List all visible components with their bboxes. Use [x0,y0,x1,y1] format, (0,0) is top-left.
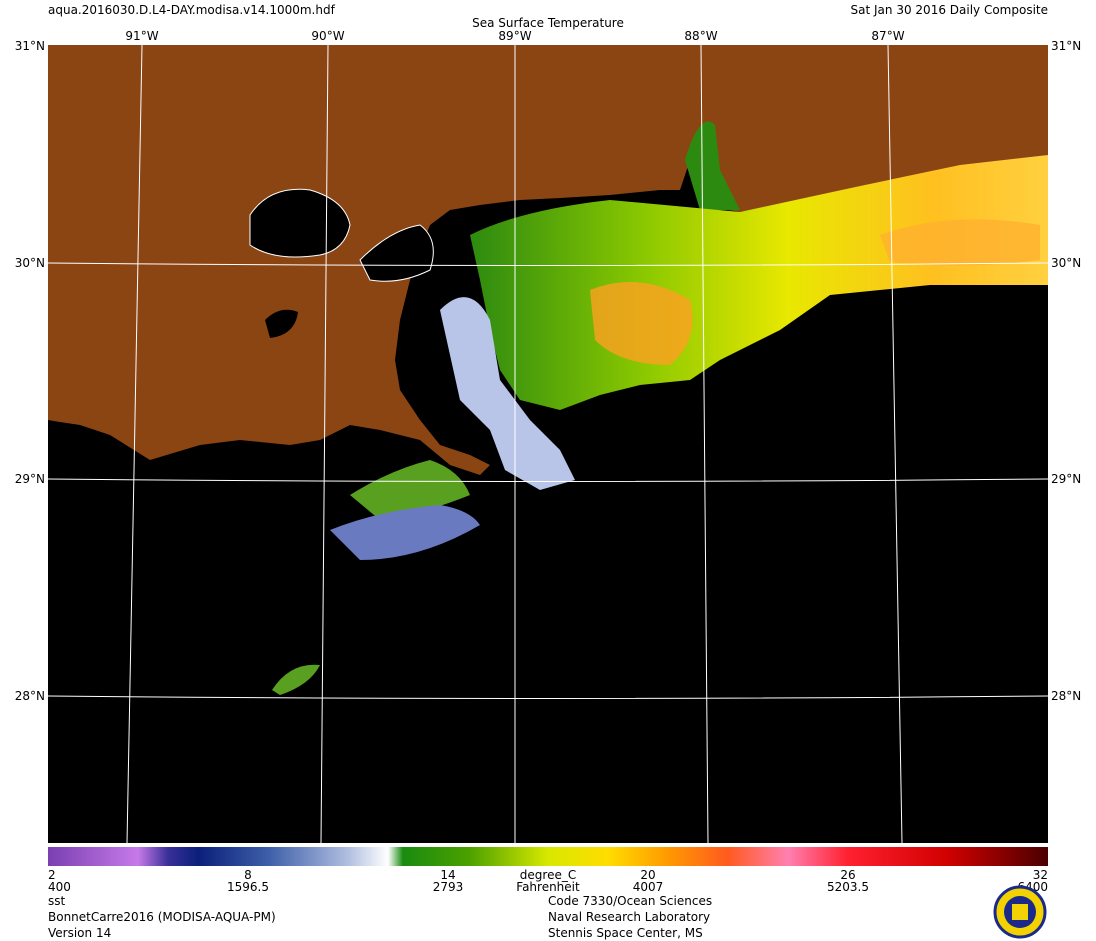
colorbar-tick-label: 2 [48,868,56,882]
colorbar-tick-label: 400 [48,880,71,894]
map-title: Sea Surface Temperature [472,16,624,30]
latitude-line [47,478,1049,482]
latitude-label: 31°N [1051,39,1081,53]
footer-text: Version 14 [48,926,111,940]
date-label: Sat Jan 30 2016 Daily Composite [851,3,1048,17]
nrl-logo [993,885,1047,939]
lake-borgne [359,224,434,282]
longitude-line [126,44,143,844]
longitude-line [700,44,709,844]
latitude-label: 28°N [15,689,45,703]
longitude-label: 89°W [498,29,531,43]
mobile-bay [685,121,740,210]
sst-patch-blue [330,505,480,560]
longitude-label: 91°W [125,29,158,43]
sst-patch-south [272,664,320,695]
colorbar-tick-label: 14 [440,868,455,882]
latitude-label: 29°N [1051,472,1081,486]
longitude-line [320,44,329,844]
colorbar [48,847,1048,866]
colorbar-tick-label: 26 [840,868,855,882]
footer-text: BonnetCarre2016 (MODISA-AQUA-PM) [48,910,276,924]
colorbar-unit: Fahrenheit [516,880,580,894]
colorbar-tick-label: 2793 [433,880,464,894]
longitude-line [887,44,903,844]
longitude-label: 88°W [684,29,717,43]
colorbar-tick-label: 20 [640,868,655,882]
latitude-label: 29°N [15,472,45,486]
footer-text: Code 7330/Ocean Sciences [548,894,712,908]
footer-text: Naval Research Laboratory [548,910,710,924]
longitude-label: 87°W [871,29,904,43]
latitude-label: 30°N [15,256,45,270]
latitude-label: 28°N [1051,689,1081,703]
colorbar-unit: degree_C [520,868,576,882]
longitude-label: 90°W [311,29,344,43]
file-name: aqua.2016030.D.L4-DAY.modisa.v14.1000m.h… [48,3,336,17]
footer-text: sst [48,894,66,908]
latitude-line [47,695,1049,699]
colorbar-tick-label: 8 [244,868,252,882]
lake-small [265,309,298,338]
colorbar-tick-label: 32 [1033,868,1048,882]
footer-text: Stennis Space Center, MS [548,926,703,940]
lake-pontchartrain [249,188,351,258]
latitude-label: 31°N [15,39,45,53]
sst-warm-east [880,219,1040,266]
latitude-line [47,262,1049,266]
sst-warm [590,282,693,365]
land [48,45,1048,475]
sst-cool [440,297,575,490]
colorbar-tick-label: 5203.5 [827,880,869,894]
latitude-label: 30°N [1051,256,1081,270]
colorbar-tick-label: 1596.5 [227,880,269,894]
colorbar-tick-label: 4007 [633,880,664,894]
map-area [47,44,1049,844]
